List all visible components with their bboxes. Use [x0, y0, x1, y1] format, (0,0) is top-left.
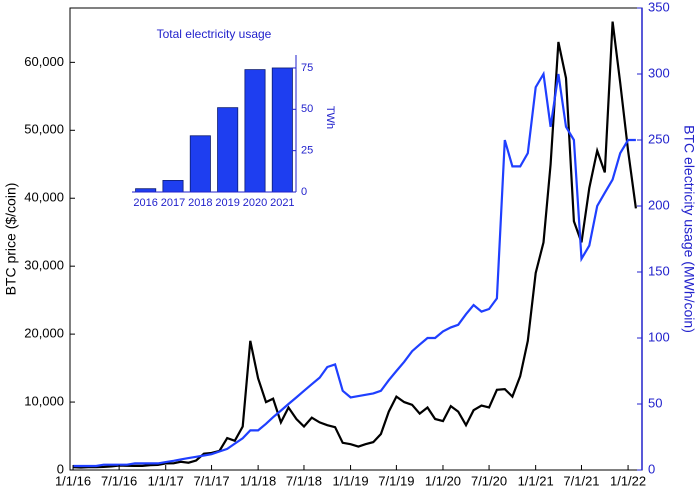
- x-tick-label: 2020: [243, 197, 267, 209]
- y-axis-label: TWh: [324, 106, 336, 129]
- y2-tick-label: 350: [648, 0, 670, 14]
- y-tick-label: 50,000: [24, 122, 64, 137]
- chart-title: Total electricity usage: [157, 27, 272, 41]
- x-tick-label: 2018: [188, 197, 212, 209]
- y2-tick-label: 100: [648, 329, 670, 344]
- bar: [217, 107, 239, 193]
- y2-axis-label: BTC electricity usage (MWh/coin): [681, 125, 697, 333]
- y-tick-label: 60,000: [24, 54, 64, 69]
- series-line: [73, 70, 636, 468]
- x-tick-label: 7/1/16: [101, 473, 137, 488]
- y2-tick-label: 150: [648, 263, 670, 278]
- x-tick-label: 2017: [161, 197, 185, 209]
- y-tick-label: 30,000: [24, 258, 64, 273]
- y-tick-label: 20,000: [24, 326, 64, 341]
- y2-tick-label: 200: [648, 197, 670, 212]
- series-line: [72, 21, 637, 469]
- x-tick-label: 2021: [270, 197, 294, 209]
- bar: [162, 180, 184, 193]
- y-tick-label: 40,000: [24, 190, 64, 205]
- x-tick-label: 7/1/19: [378, 473, 414, 488]
- y2-tick-label: 250: [648, 131, 670, 146]
- x-tick-label: 2019: [215, 197, 239, 209]
- y-tick-label: 10,000: [24, 393, 64, 408]
- x-tick-label: 1/1/22: [610, 473, 646, 488]
- y-tick-label: 75: [301, 62, 313, 74]
- x-tick-label: 1/1/19: [332, 473, 368, 488]
- y2-tick-label: 50: [648, 395, 662, 410]
- x-tick-label: 1/1/21: [518, 473, 554, 488]
- y-axis-label: BTC price ($/coin): [3, 183, 19, 296]
- x-tick-label: 1/1/16: [55, 473, 91, 488]
- x-tick-label: 2016: [133, 197, 157, 209]
- y2-tick-label: 0: [648, 461, 655, 476]
- y-tick-label: 50: [301, 103, 313, 115]
- y2-tick-label: 300: [648, 65, 670, 80]
- x-tick-label: 1/1/20: [425, 473, 461, 488]
- bar: [244, 69, 266, 193]
- x-tick-label: 1/1/17: [148, 473, 184, 488]
- y-tick-label: 0: [57, 461, 64, 476]
- y-tick-label: 0: [301, 186, 307, 198]
- x-tick-label: 7/1/17: [193, 473, 229, 488]
- bar: [271, 67, 293, 193]
- x-tick-label: 7/1/18: [286, 473, 322, 488]
- bar: [189, 135, 211, 193]
- x-tick-label: 7/1/20: [471, 473, 507, 488]
- x-tick-label: 7/1/21: [563, 473, 599, 488]
- x-tick-label: 1/1/18: [240, 473, 276, 488]
- y-tick-label: 25: [301, 145, 313, 157]
